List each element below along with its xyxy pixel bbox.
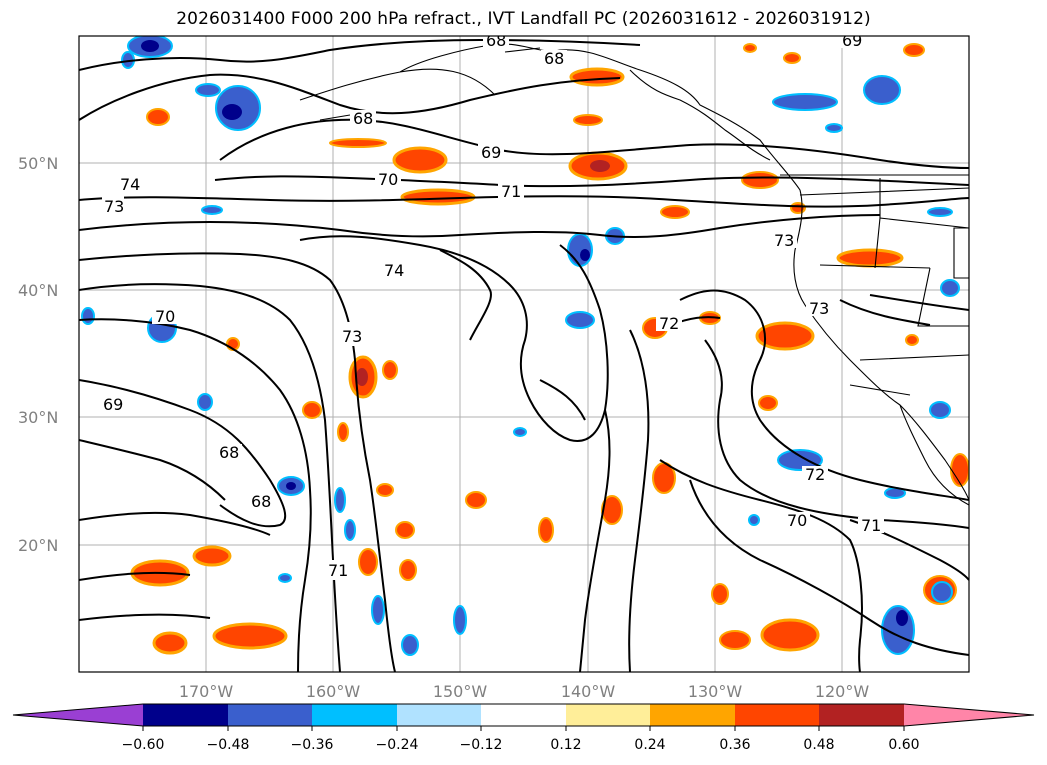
map-title: 2026031400 F000 200 hPa refract., IVT La… bbox=[176, 9, 871, 29]
colorbar-extend-left bbox=[13, 704, 143, 726]
contour-label: 69 bbox=[481, 143, 501, 162]
contour-label: 68 bbox=[544, 49, 564, 68]
colorbar-tick: 0.12 bbox=[550, 737, 581, 753]
contour-label: 70 bbox=[787, 511, 807, 530]
colorbar-segment bbox=[566, 704, 650, 726]
latitude-labels: 50°N 40°N 30°N 20°N bbox=[18, 154, 58, 555]
shaded-anomalies bbox=[81, 36, 969, 656]
gridlines bbox=[79, 36, 969, 672]
lon-label: 120°W bbox=[815, 682, 870, 701]
contour-label: 73 bbox=[774, 231, 794, 250]
contour-label: 72 bbox=[805, 465, 825, 484]
colorbar-tick: −0.24 bbox=[376, 737, 419, 753]
contour-lines bbox=[79, 38, 969, 672]
colorbar-segment bbox=[312, 704, 397, 726]
colorbar-segment bbox=[735, 704, 819, 726]
lon-label: 150°W bbox=[433, 682, 488, 701]
contour-label: 68 bbox=[486, 31, 506, 50]
colorbar-segment bbox=[819, 704, 904, 726]
colorbar-segment bbox=[481, 704, 566, 726]
contour-label: 68 bbox=[251, 492, 271, 511]
contour-label: 73 bbox=[809, 299, 829, 318]
contour-label: 68 bbox=[353, 109, 373, 128]
colorbar-tick: 0.60 bbox=[888, 737, 919, 753]
contour-labels: 68 68 69 68 69 70 71 73 74 73 74 70 73 bbox=[100, 31, 884, 580]
contour-label: 73 bbox=[104, 197, 124, 216]
lat-label: 20°N bbox=[18, 536, 58, 555]
colorbar-segment bbox=[397, 704, 481, 726]
colorbar-tick: −0.12 bbox=[460, 737, 503, 753]
lat-label: 50°N bbox=[18, 154, 58, 173]
contour-label: 69 bbox=[103, 395, 123, 414]
contour-label: 72 bbox=[659, 314, 679, 333]
lat-label: 40°N bbox=[18, 281, 58, 300]
contour-label: 71 bbox=[328, 561, 348, 580]
contour-label: 68 bbox=[219, 443, 239, 462]
lon-label: 140°W bbox=[561, 682, 616, 701]
contour-label: 70 bbox=[378, 170, 398, 189]
contour-label: 70 bbox=[155, 307, 175, 326]
plot-frame bbox=[78, 35, 970, 673]
contour-label: 74 bbox=[384, 261, 404, 280]
contour-label: 69 bbox=[842, 31, 862, 50]
lon-label: 170°W bbox=[179, 682, 234, 701]
colorbar: −0.60 −0.48 −0.36 −0.24 −0.12 0.12 0.24 … bbox=[12, 703, 1035, 753]
colorbar-tick: −0.60 bbox=[122, 737, 165, 753]
colorbar-segment bbox=[650, 704, 735, 726]
lon-label: 160°W bbox=[306, 682, 361, 701]
colorbar-segment bbox=[143, 704, 228, 726]
coastlines bbox=[299, 43, 969, 506]
contour-label: 74 bbox=[120, 175, 140, 194]
colorbar-tick: 0.48 bbox=[803, 737, 834, 753]
lon-label: 130°W bbox=[688, 682, 743, 701]
colorbar-segment bbox=[228, 704, 312, 726]
colorbar-tick: −0.48 bbox=[207, 737, 250, 753]
longitude-labels: 170°W 160°W 150°W 140°W 130°W 120°W bbox=[179, 682, 870, 701]
colorbar-tick: −0.36 bbox=[291, 737, 334, 753]
colorbar-tick: 0.24 bbox=[634, 737, 665, 753]
colorbar-extend-right bbox=[904, 704, 1034, 726]
contour-label: 73 bbox=[342, 327, 362, 346]
contour-label: 71 bbox=[501, 182, 521, 201]
colorbar-tick: 0.36 bbox=[719, 737, 750, 753]
contour-label: 71 bbox=[861, 516, 881, 535]
plot-area bbox=[79, 36, 969, 672]
lat-label: 30°N bbox=[18, 408, 58, 427]
